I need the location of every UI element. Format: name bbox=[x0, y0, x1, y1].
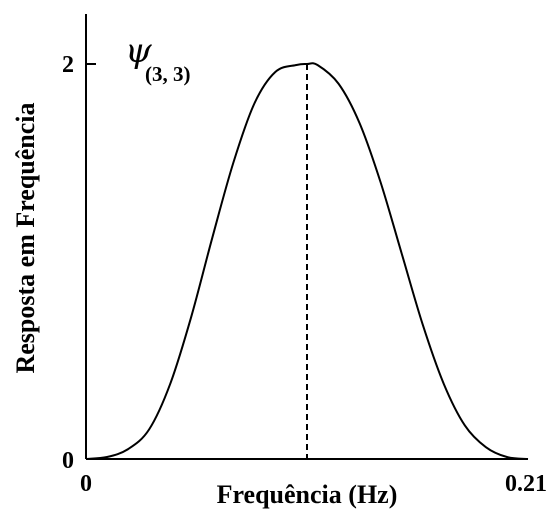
psi-symbol-annotation: ψ bbox=[125, 31, 152, 71]
psi-subscript-annotation: (3, 3) bbox=[145, 62, 191, 86]
x-tick-label-0: 0 bbox=[80, 471, 92, 497]
plot-area bbox=[85, 14, 529, 460]
x-axis-label: Frequência (Hz) bbox=[217, 480, 398, 509]
y-axis-label: Resposta em Frequência bbox=[11, 102, 40, 373]
y-tick-label-2: 2 bbox=[62, 52, 74, 78]
y-tick-label-0: 0 bbox=[62, 448, 74, 474]
x-tick-label-0-21: 0.21 bbox=[505, 471, 547, 497]
